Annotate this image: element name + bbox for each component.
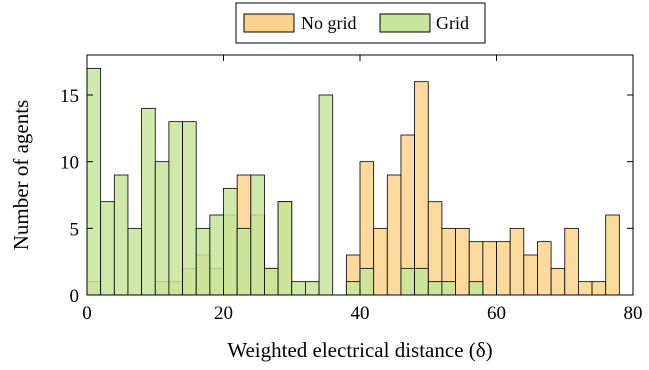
y-tick-label-10: 10 bbox=[60, 153, 79, 174]
bar-no-grid-48 bbox=[414, 81, 429, 296]
bar-grid-48 bbox=[414, 267, 429, 296]
bar-grid-14 bbox=[182, 121, 197, 296]
bar-grid-50 bbox=[427, 281, 443, 296]
x-tick-label-20: 20 bbox=[214, 303, 233, 324]
bar-no-grid-54 bbox=[455, 227, 470, 296]
bar-no-grid-68 bbox=[550, 267, 566, 296]
y-tick-label-15: 15 bbox=[60, 86, 79, 107]
bar-grid-28 bbox=[277, 201, 293, 296]
bar-no-grid-44 bbox=[386, 174, 402, 296]
legend-label-grid: Grid bbox=[436, 13, 469, 33]
bar-grid-26 bbox=[264, 267, 279, 296]
legend-swatch-grid bbox=[379, 13, 431, 33]
bar-grid-52 bbox=[441, 281, 456, 296]
x-tick-label-80: 80 bbox=[624, 303, 643, 324]
legend-swatch-no-grid bbox=[243, 13, 295, 33]
bar-grid-4 bbox=[113, 174, 129, 296]
bar-grid-18 bbox=[209, 214, 224, 296]
bar-no-grid-70 bbox=[564, 227, 579, 296]
legend: No grid Grid bbox=[235, 2, 486, 44]
bar-no-grid-50 bbox=[427, 201, 443, 296]
bar-no-grid-58 bbox=[482, 241, 497, 296]
bar-no-grid-74 bbox=[591, 281, 607, 296]
bar-no-grid-62 bbox=[509, 227, 525, 296]
bar-grid-2 bbox=[100, 201, 115, 296]
bar-no-grid-72 bbox=[578, 281, 593, 296]
bar-grid-12 bbox=[168, 121, 183, 296]
bar-grid-22 bbox=[236, 227, 252, 296]
bar-grid-30 bbox=[291, 281, 306, 296]
bar-grid-38 bbox=[345, 281, 361, 296]
legend-label-no-grid: No grid bbox=[301, 13, 357, 33]
bar-grid-32 bbox=[304, 281, 320, 296]
bar-no-grid-66 bbox=[537, 241, 552, 296]
y-tick-label-0: 0 bbox=[70, 286, 80, 307]
bar-grid-10 bbox=[154, 161, 170, 296]
bar-grid-0 bbox=[86, 67, 102, 296]
x-tick-label-0: 0 bbox=[82, 303, 92, 324]
bar-grid-8 bbox=[141, 107, 156, 296]
x-tick-label-40: 40 bbox=[351, 303, 370, 324]
bar-grid-24 bbox=[250, 174, 265, 296]
bar-grid-6 bbox=[127, 227, 142, 296]
bar-grid-34 bbox=[318, 94, 334, 296]
bar-no-grid-76 bbox=[605, 214, 620, 296]
axis-ticks bbox=[86, 55, 634, 296]
x-axis-label: Weighted electrical distance (δ) bbox=[227, 338, 492, 362]
bar-no-grid-60 bbox=[496, 241, 511, 296]
bar-grid-20 bbox=[223, 187, 238, 296]
bar-grid-16 bbox=[195, 227, 211, 296]
x-tick-label-60: 60 bbox=[487, 303, 506, 324]
bar-grid-40 bbox=[359, 267, 375, 296]
bar-grid-46 bbox=[400, 267, 416, 296]
y-tick-label-5: 5 bbox=[70, 219, 80, 240]
bar-no-grid-64 bbox=[523, 254, 538, 296]
bar-grid-56 bbox=[468, 281, 484, 296]
y-axis-label: Number of agents bbox=[9, 100, 33, 250]
bar-no-grid-42 bbox=[373, 227, 388, 296]
axis-tick-labels: 0 20 40 60 80 0 5 10 15 bbox=[60, 86, 643, 324]
